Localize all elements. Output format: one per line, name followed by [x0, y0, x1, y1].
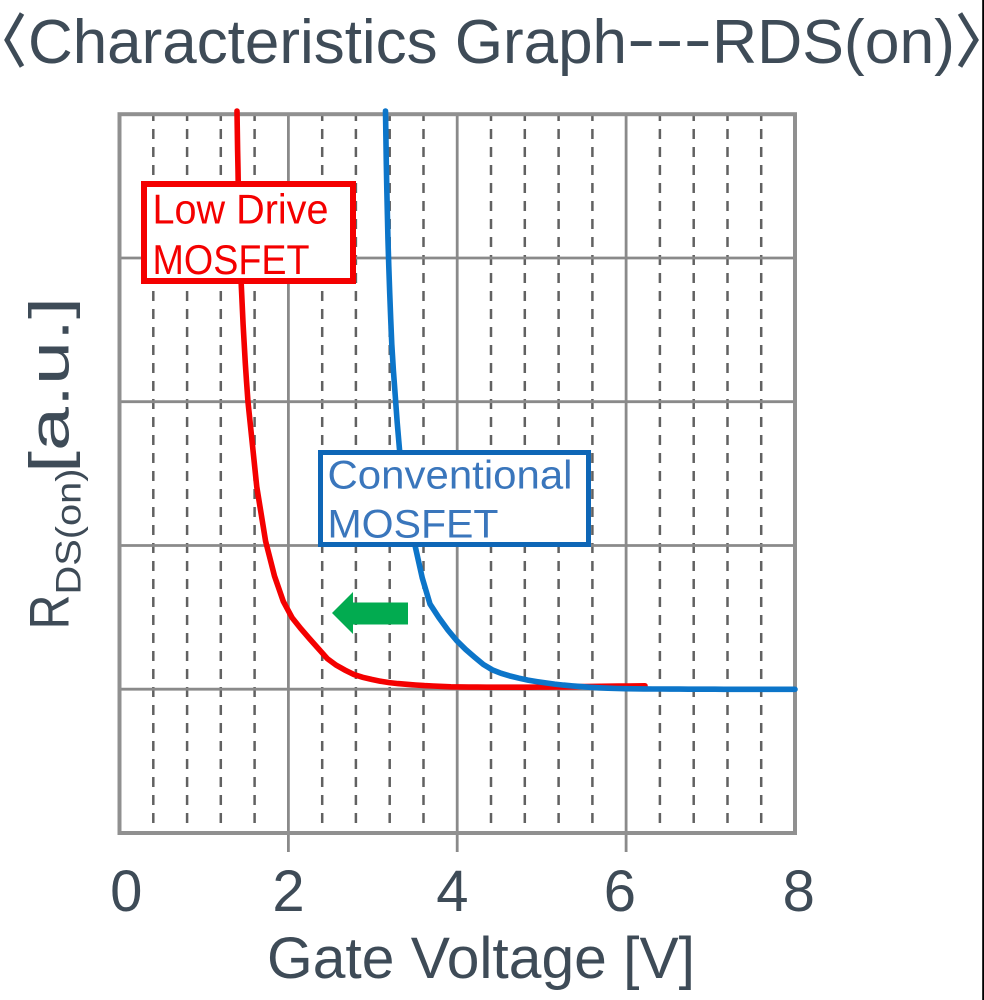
- svg-text:0: 0: [110, 859, 142, 924]
- svg-text:Conventional: Conventional: [328, 454, 573, 498]
- svg-text:Low Drive: Low Drive: [153, 186, 329, 233]
- svg-text:MOSFET: MOSFET: [328, 503, 499, 547]
- svg-text:[a.u.]: [a.u.]: [17, 297, 80, 473]
- svg-text:4: 4: [436, 859, 468, 924]
- svg-text:Gate Voltage [V]: Gate Voltage [V]: [267, 926, 695, 991]
- svg-text:6: 6: [604, 859, 636, 924]
- svg-text:RDS(on): RDS(on): [712, 8, 955, 77]
- svg-text:DS(on): DS(on): [49, 469, 88, 595]
- svg-text:2: 2: [272, 859, 304, 924]
- svg-text:Characteristics Graph: Characteristics Graph: [28, 8, 627, 77]
- svg-text:---: ---: [627, 5, 712, 74]
- svg-text:8: 8: [783, 859, 815, 924]
- svg-text:MOSFET: MOSFET: [153, 236, 310, 283]
- svg-text:R: R: [17, 595, 80, 630]
